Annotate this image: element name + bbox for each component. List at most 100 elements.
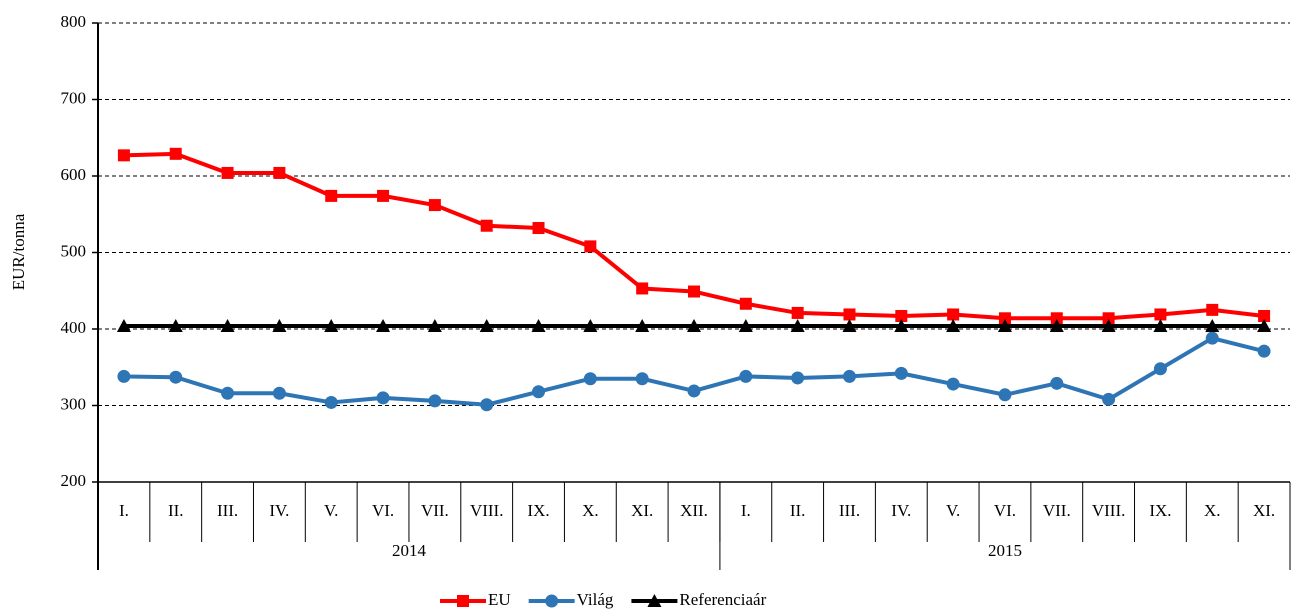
x-tick-label: V. bbox=[946, 501, 960, 520]
x-tick-label: VII. bbox=[1043, 501, 1071, 520]
x-tick-label: VI. bbox=[994, 501, 1016, 520]
marker bbox=[220, 318, 235, 332]
marker bbox=[532, 222, 545, 235]
marker bbox=[221, 166, 234, 179]
marker bbox=[117, 149, 130, 162]
x-tick-label: VI. bbox=[372, 501, 394, 520]
x-tick-label: V. bbox=[324, 501, 338, 520]
y-tick-label: 600 bbox=[61, 165, 87, 184]
marker bbox=[1153, 362, 1167, 376]
y-axis-title: EUR/tonna bbox=[9, 213, 28, 290]
x-tick-label: XI. bbox=[631, 501, 653, 520]
marker bbox=[790, 318, 805, 332]
marker bbox=[583, 372, 597, 386]
x-tick-label: IX. bbox=[527, 501, 549, 520]
marker bbox=[738, 318, 753, 332]
marker bbox=[376, 391, 390, 405]
x-tick-label: VIII. bbox=[470, 501, 504, 520]
x-tick-label: II. bbox=[168, 501, 184, 520]
marker bbox=[116, 318, 131, 332]
marker bbox=[457, 595, 469, 607]
marker bbox=[1049, 318, 1064, 332]
marker bbox=[739, 297, 752, 310]
marker bbox=[998, 388, 1012, 402]
marker bbox=[1102, 312, 1115, 325]
marker bbox=[1102, 392, 1116, 406]
marker bbox=[428, 199, 441, 212]
marker bbox=[324, 318, 339, 332]
marker bbox=[376, 318, 391, 332]
marker bbox=[272, 386, 286, 400]
x-tick-label: I. bbox=[119, 501, 129, 520]
marker bbox=[946, 377, 960, 391]
x-tick-label: XII. bbox=[680, 501, 708, 520]
marker bbox=[1101, 318, 1116, 332]
marker bbox=[221, 386, 235, 400]
marker bbox=[791, 306, 804, 319]
marker bbox=[583, 318, 598, 332]
x-tick-label: I. bbox=[741, 501, 751, 520]
marker bbox=[1205, 318, 1220, 332]
x-tick-label: VII. bbox=[421, 501, 449, 520]
marker bbox=[998, 312, 1011, 325]
y-tick-label: 200 bbox=[61, 471, 87, 490]
legend-label: Világ bbox=[577, 590, 614, 609]
marker bbox=[584, 240, 597, 253]
marker bbox=[427, 318, 442, 332]
x-tick-label: X. bbox=[1204, 501, 1221, 520]
y-tick-label: 500 bbox=[61, 241, 87, 260]
marker bbox=[688, 285, 700, 298]
x-tick-label: III. bbox=[839, 501, 860, 520]
marker bbox=[532, 385, 546, 399]
marker bbox=[791, 371, 805, 385]
marker bbox=[1257, 318, 1272, 332]
x-tick-label: VIII. bbox=[1092, 501, 1126, 520]
marker bbox=[842, 318, 857, 332]
marker bbox=[687, 384, 701, 398]
marker bbox=[946, 318, 961, 332]
marker bbox=[1153, 318, 1168, 332]
x-tick-label: IV. bbox=[269, 501, 289, 520]
marker bbox=[480, 398, 494, 412]
y-tick-label: 300 bbox=[61, 394, 87, 413]
marker bbox=[1206, 303, 1219, 316]
marker bbox=[377, 189, 390, 202]
group-label: 2014 bbox=[392, 541, 427, 560]
marker bbox=[895, 309, 908, 322]
group-label: 2015 bbox=[988, 541, 1022, 560]
marker bbox=[325, 189, 338, 202]
marker bbox=[272, 318, 287, 332]
marker bbox=[1154, 308, 1167, 321]
marker bbox=[169, 370, 183, 384]
x-tick-label: X. bbox=[582, 501, 599, 520]
x-tick-label: IV. bbox=[891, 501, 911, 520]
x-tick-label: IX. bbox=[1149, 501, 1171, 520]
marker bbox=[117, 369, 131, 383]
marker bbox=[479, 318, 494, 332]
marker bbox=[947, 308, 960, 321]
marker bbox=[1205, 331, 1219, 345]
marker bbox=[545, 594, 559, 608]
marker bbox=[636, 282, 649, 295]
x-tick-label: XI. bbox=[1253, 501, 1275, 520]
marker bbox=[1257, 344, 1271, 358]
y-tick-label: 700 bbox=[61, 88, 87, 107]
marker bbox=[635, 372, 649, 386]
marker bbox=[739, 369, 753, 383]
x-tick-label: III. bbox=[217, 501, 238, 520]
marker bbox=[894, 318, 909, 332]
marker bbox=[169, 147, 182, 160]
x-tick-label: II. bbox=[790, 501, 806, 520]
marker bbox=[997, 318, 1012, 332]
marker bbox=[1050, 312, 1063, 325]
marker bbox=[635, 318, 650, 332]
marker bbox=[647, 594, 662, 607]
marker bbox=[168, 318, 183, 332]
marker bbox=[428, 394, 442, 408]
legend-label: Referenciaár bbox=[679, 590, 766, 609]
marker bbox=[273, 166, 286, 179]
marker bbox=[531, 318, 546, 332]
marker bbox=[480, 219, 493, 232]
legend-label: EU bbox=[488, 590, 511, 609]
